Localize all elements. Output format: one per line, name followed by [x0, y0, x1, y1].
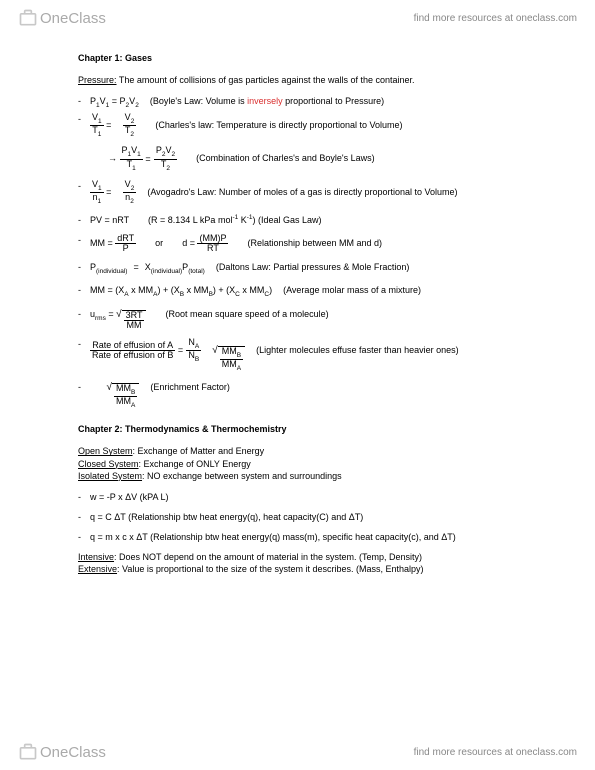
dalton-law: - P(individual)=X(individual)P(total) (D…: [78, 261, 535, 277]
boyle-inverse: inversely: [247, 96, 283, 106]
ideal-r2: K: [238, 215, 247, 225]
boyle-law: - P1V1 = P2V2 (Boyle's Law: Volume is in…: [78, 95, 535, 138]
boyle-desc-2: proportional to Pressure): [283, 96, 385, 106]
system-types: Open System: Exchange of Matter and Ener…: [78, 445, 535, 481]
brand-name: OneClass: [40, 10, 106, 27]
header-tagline: find more resources at oneclass.com: [414, 13, 577, 24]
effusion-rate: - Rate of effusion of A Rate of effusion…: [78, 338, 535, 373]
ideal-gas-law: - PV = nRT (R = 8.134 L kPa mol-1 K-1) (…: [78, 214, 535, 226]
intensive-label: Intensive: [78, 552, 114, 562]
logo-icon-footer: [18, 742, 38, 762]
mm-desc: (Relationship between MM and d): [247, 238, 382, 248]
boyle-desc-1: (Boyle's Law: Volume is: [150, 96, 247, 106]
chapter2-title: Chapter 2: Thermodynamics & Thermochemis…: [78, 423, 535, 435]
heat-capacity-eq: - q = C ΔT (Relationship btw heat energy…: [78, 511, 535, 523]
document-body: Chapter 1: Gases Pressure: The amount of…: [78, 52, 535, 585]
combo-desc: (Combination of Charles's and Boyle's La…: [196, 154, 375, 164]
pressure-text: The amount of collisions of gas particle…: [117, 75, 415, 85]
logo-icon: [18, 8, 38, 28]
avogadro-law: - V1n1 = V2n2 (Avogadro's Law: Number of…: [78, 180, 535, 206]
brand-logo-footer: OneClass: [18, 742, 106, 762]
ideal-r1: (R = 8.134 L kPa mol: [148, 215, 232, 225]
enrichment-factor: - √MMBMMA (Enrichment Factor): [78, 381, 535, 410]
pressure-definition: Pressure: The amount of collisions of ga…: [78, 74, 535, 86]
brand-logo: OneClass: [18, 8, 106, 28]
page-header: OneClass find more resources at oneclass…: [0, 0, 595, 36]
isolated-system-label: Isolated System: [78, 471, 142, 481]
ideal-left: PV = nRT: [90, 215, 129, 225]
work-equation: - w = -P x ΔV (kPA L): [78, 491, 535, 503]
footer-tagline: find more resources at oneclass.com: [414, 747, 577, 758]
specific-heat-eq: - q = m x c x ΔT (Relationship btw heat …: [78, 531, 535, 543]
enrich-desc: (Enrichment Factor): [150, 382, 230, 392]
ideal-r3: ) (Ideal Gas Law): [253, 215, 322, 225]
molar-mass-density: - MM = dRTP or d = (MM)PRT (Relationship…: [78, 234, 535, 253]
mixture-mm: - MM = (XA x MMA) + (XB x MMB) + (XC x M…: [78, 284, 535, 300]
charles-desc: (Charles's law: Temperature is directly …: [155, 120, 402, 130]
dalton-desc: (Daltons Law: Partial pressures & Mole F…: [216, 262, 410, 272]
rms-speed: - urms = √3RTMM (Root mean square speed …: [78, 308, 535, 330]
extensive-label: Extensive: [78, 564, 117, 574]
page-footer: OneClass find more resources at oneclass…: [0, 734, 595, 770]
property-types: Intensive: Does NOT depend on the amount…: [78, 551, 535, 575]
combined-law: → P1V1T1 = P2V2T2 (Combination of Charle…: [78, 146, 535, 172]
pressure-label: Pressure:: [78, 75, 117, 85]
eff-desc: (Lighter molecules effuse faster than he…: [256, 345, 458, 355]
brand-name-footer: OneClass: [40, 744, 106, 761]
mix-desc: (Average molar mass of a mixture): [283, 285, 421, 295]
closed-system-label: Closed System: [78, 459, 139, 469]
avogadro-desc: (Avogadro's Law: Number of moles of a ga…: [147, 187, 457, 197]
open-system-label: Open System: [78, 446, 133, 456]
urms-desc: (Root mean square speed of a molecule): [166, 309, 329, 319]
chapter1-title: Chapter 1: Gases: [78, 52, 535, 64]
